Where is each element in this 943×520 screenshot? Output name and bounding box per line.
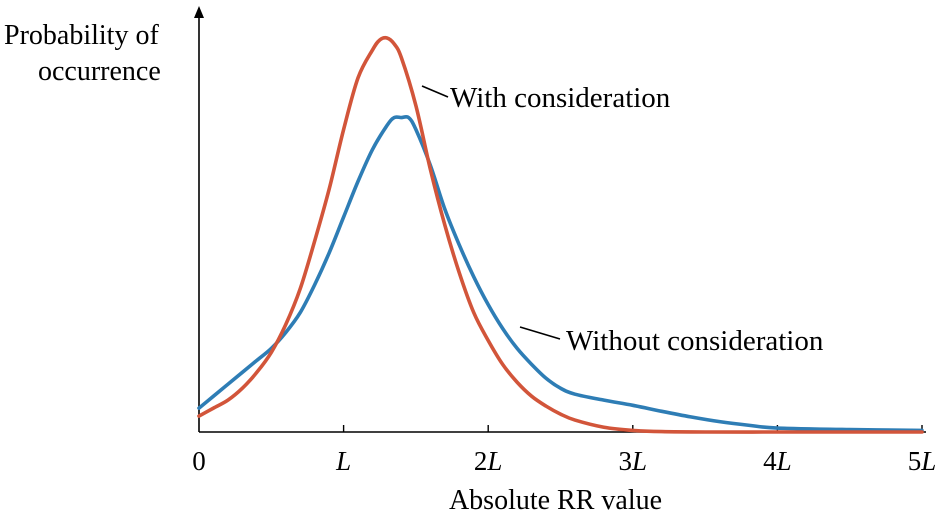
x-tick-label-suffix: L xyxy=(776,446,792,476)
annotation-with-consideration: With consideration xyxy=(450,82,671,114)
y-axis-title-line: Probability of xyxy=(4,20,159,51)
x-tick-label-number: L xyxy=(335,446,351,476)
x-tick-label: 0 xyxy=(192,446,206,476)
x-tick-label-number: 3 xyxy=(619,446,633,476)
x-axis-title: Absolute RR value xyxy=(449,485,662,516)
x-tick-label: 4L xyxy=(763,446,792,476)
x-tick-label: 2L xyxy=(474,446,503,476)
x-tick-label-suffix: L xyxy=(486,446,502,476)
x-tick-label-number: 5 xyxy=(908,446,922,476)
y-axis-title-line: occurrence xyxy=(38,56,161,87)
x-tick-label-number: 0 xyxy=(192,446,206,476)
x-tick-label-suffix: L xyxy=(920,446,936,476)
series-line-with-consideration xyxy=(197,35,924,434)
annotation-leader-line xyxy=(421,85,449,98)
annotation-leader-line xyxy=(519,326,561,340)
y-axis-arrow-icon xyxy=(194,6,204,18)
x-tick-label: L xyxy=(335,446,351,476)
x-tick-label-suffix: L xyxy=(631,446,647,476)
series-layer xyxy=(197,35,924,434)
x-tick-label-number: 4 xyxy=(763,446,777,476)
x-tick-label-number: 2 xyxy=(474,446,488,476)
series-line-without-consideration xyxy=(197,114,924,433)
x-tick-label: 5L xyxy=(908,446,937,476)
axes xyxy=(194,6,926,433)
x-tick-label: 3L xyxy=(619,446,648,476)
annotation-without-consideration: Without consideration xyxy=(566,325,824,357)
